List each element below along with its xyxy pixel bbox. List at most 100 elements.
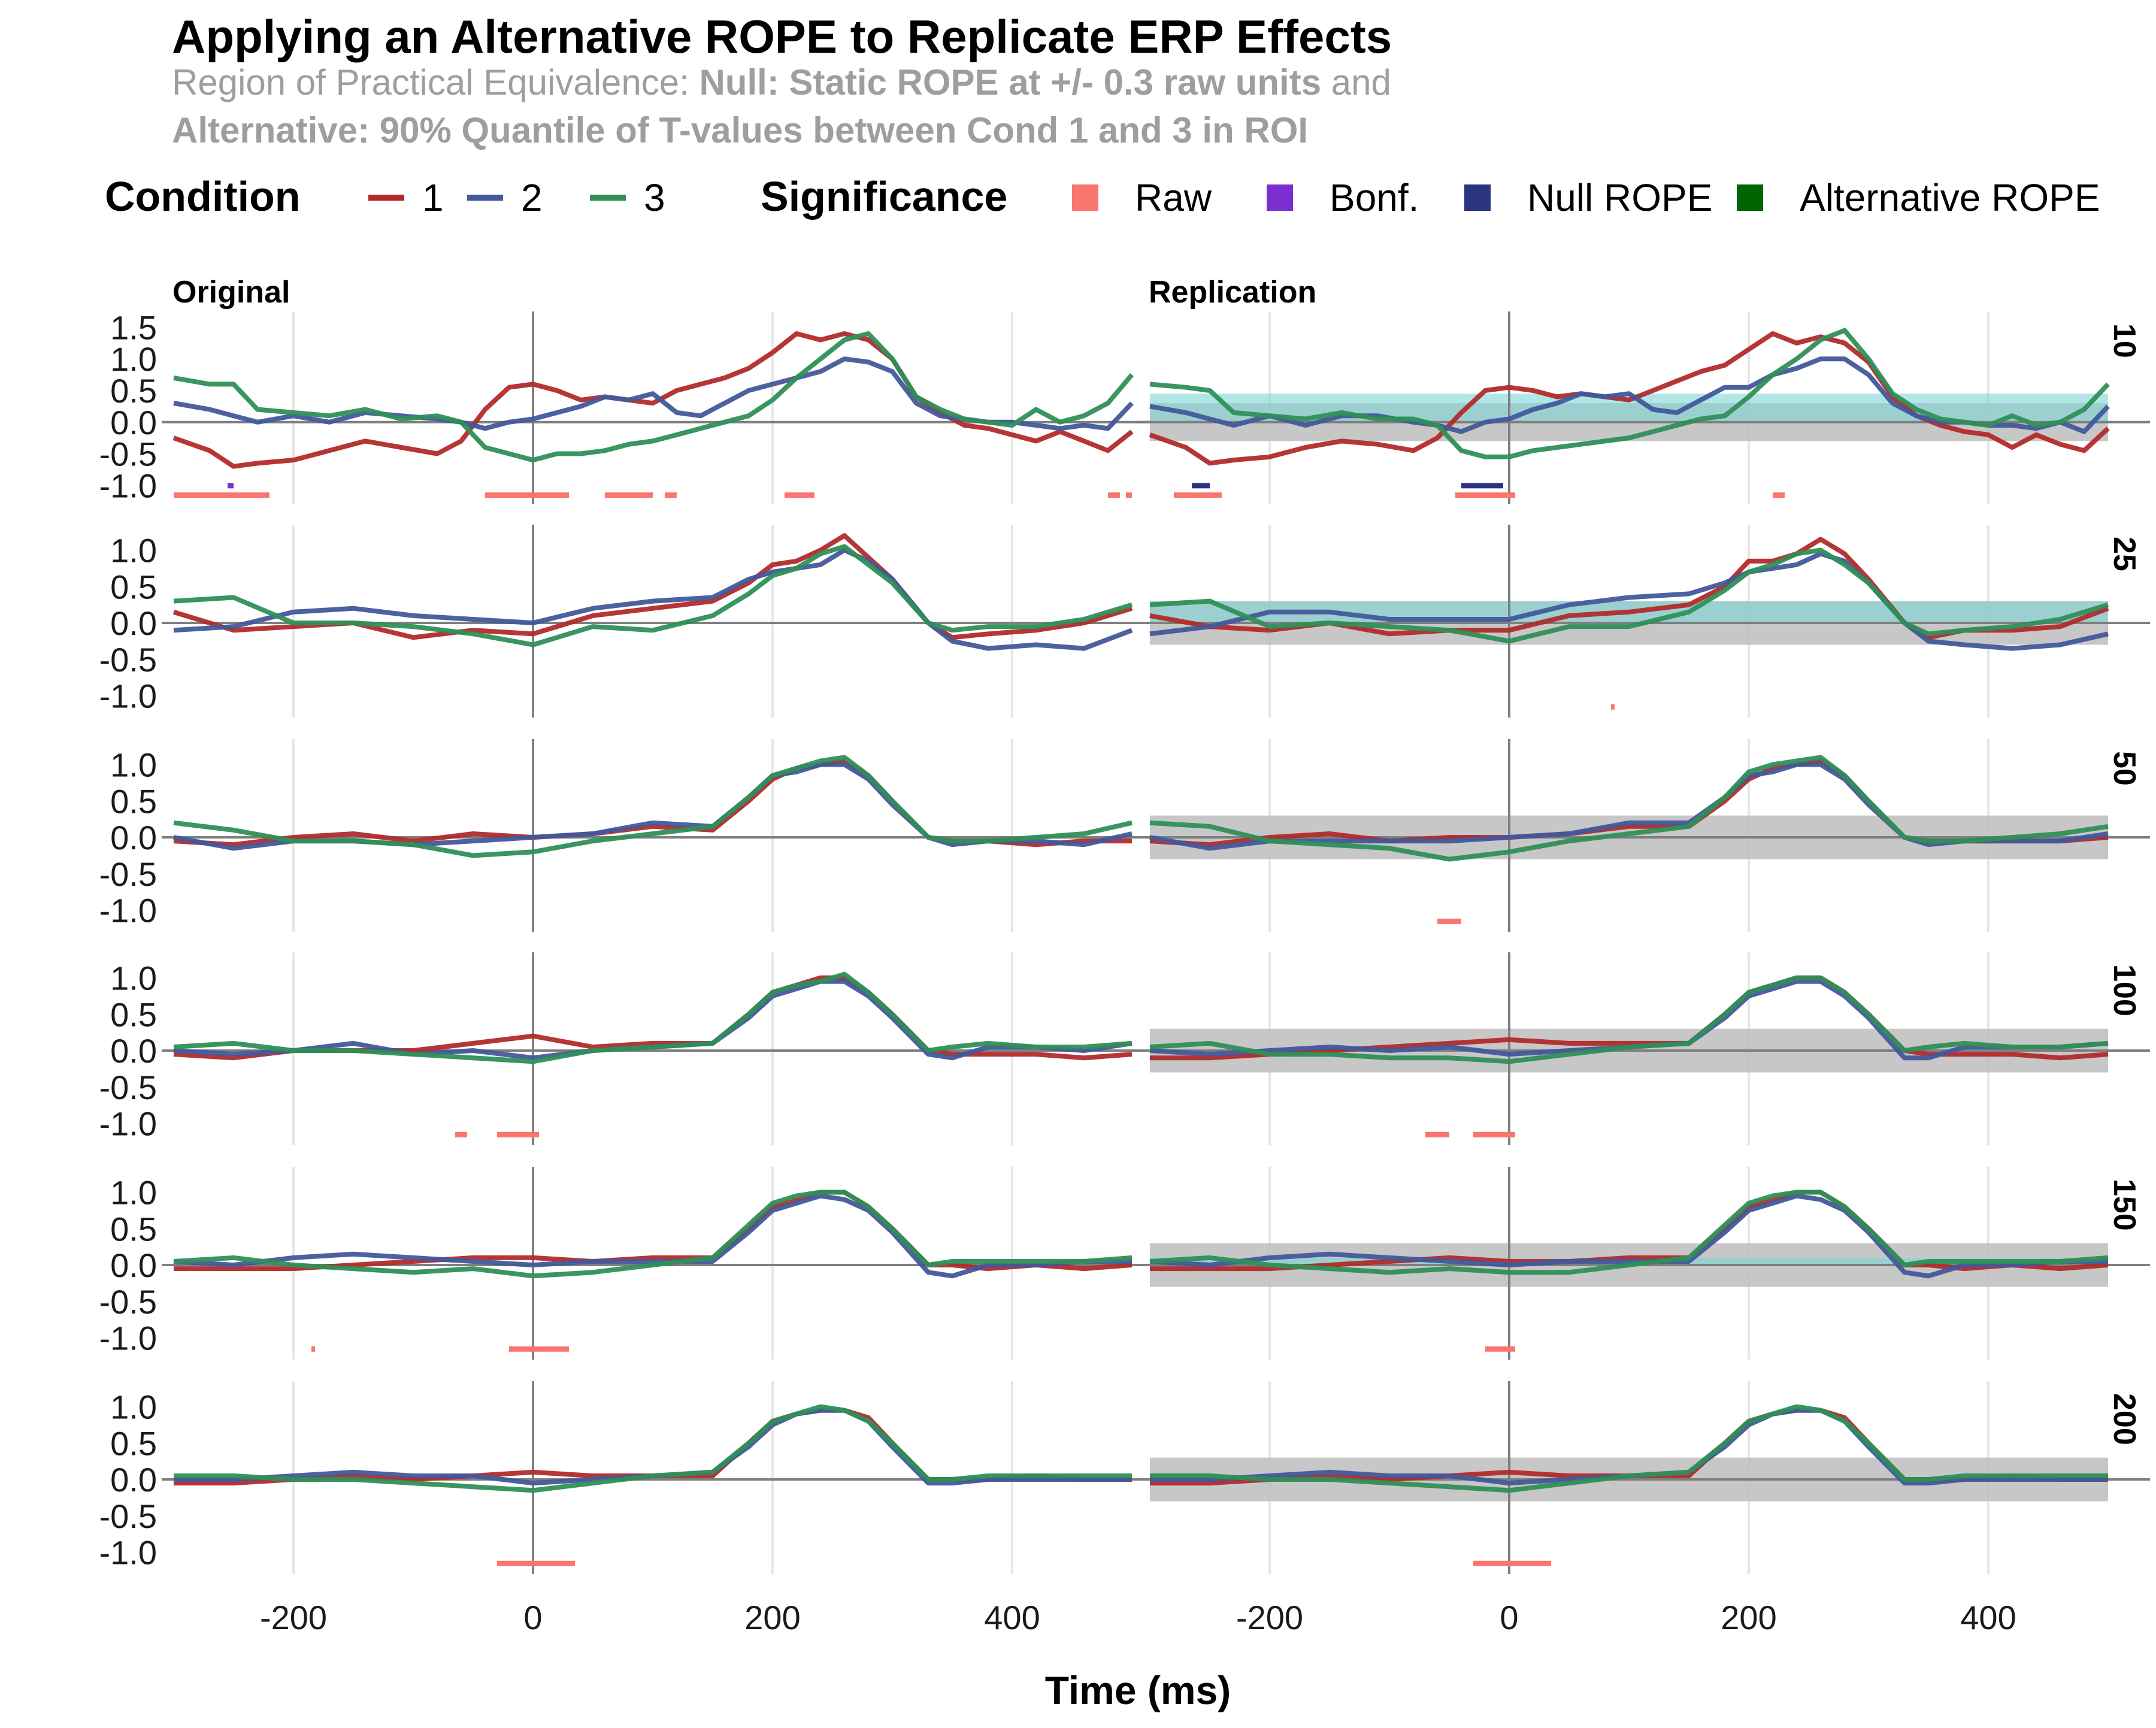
legend-condition-label: 1 [422, 176, 444, 219]
x-tick-label: 200 [744, 1599, 800, 1636]
facet-column-label: Original [172, 275, 290, 310]
y-tick-label: -0.5 [99, 855, 158, 893]
series-line-condition-2 [174, 1408, 1132, 1486]
panel-replication-150 [1138, 1167, 2150, 1360]
series-line-condition-3 [173, 1190, 1132, 1279]
series-line-condition-1 [1149, 331, 2110, 466]
raw-significance-marker [1174, 492, 1222, 498]
facet-row-label: 200 [2107, 1393, 2142, 1445]
facet-row-label: 10 [2107, 323, 2142, 358]
raw-significance-marker [485, 492, 569, 498]
legend-condition-title: Condition [105, 173, 301, 220]
subtitle-segment: and [1321, 62, 1391, 102]
series-line-condition-1 [172, 331, 1134, 469]
raw-significance-marker [311, 1346, 315, 1352]
raw-significance-marker [174, 492, 270, 498]
legend-condition-label: 3 [644, 176, 665, 219]
series-line-condition-3 [174, 1404, 1132, 1493]
subtitle-segment: Region of Practical Equivalence: [172, 62, 700, 102]
facet-row-label: 100 [2107, 964, 2142, 1016]
legend-significance-label: Null ROPE [1527, 176, 1712, 219]
x-tick-label: 400 [984, 1599, 1040, 1636]
panel-replication-25 [1138, 525, 2150, 718]
raw-significance-marker [665, 492, 677, 498]
panel-original-10 [162, 311, 1174, 504]
y-tick-label: -1.0 [99, 467, 158, 504]
series-line-condition-3 [173, 972, 1132, 1064]
series-line-condition-3 [173, 544, 1133, 647]
panel-replication-100 [1138, 952, 2150, 1145]
raw-significance-marker [497, 1560, 575, 1566]
legend-condition-label: 2 [521, 176, 543, 219]
series-line-condition-3 [173, 755, 1132, 858]
panel-replication-200 [1138, 1381, 2150, 1574]
series-line-condition-2 [173, 979, 1132, 1061]
series-line-condition-2 [1149, 1193, 2108, 1279]
raw-significance-marker [1773, 492, 1785, 498]
series-line-condition-3 [1149, 1190, 2109, 1275]
y-tick-label: 1.0 [110, 532, 157, 570]
panel-original-100 [162, 952, 1174, 1145]
bonf-significance-marker [1461, 483, 1503, 489]
y-tick-label: 0.5 [110, 995, 157, 1033]
raw-significance-marker [1473, 1131, 1515, 1137]
series-line-condition-1 [172, 533, 1133, 640]
chart-subtitle-line-2: Alternative: 90% Quantile of T-values be… [172, 110, 1308, 150]
y-tick-label: 1.0 [110, 960, 157, 997]
y-tick-label: 0.0 [110, 604, 157, 642]
legend: Condition 1 2 3 Significance Raw Bonf. Null ROP… [105, 173, 2100, 220]
y-tick-label: 0.0 [110, 1032, 157, 1070]
y-tick-label: 1.0 [110, 1174, 157, 1212]
panel-replication-50 [1138, 739, 2150, 932]
raw-significance-marker [1126, 492, 1132, 498]
series-line-condition-3 [1149, 975, 2109, 1064]
legend-significance-key [1464, 184, 1491, 211]
raw-significance-marker [1455, 492, 1515, 498]
y-tick-label: -0.5 [99, 1283, 158, 1321]
series-line-condition-3 [1149, 328, 2110, 459]
bonf-significance-marker [228, 483, 234, 489]
panels: Original Replication101.51.00.50.0-0.5-1.… [99, 275, 2150, 1636]
series-line-condition-3 [1149, 547, 2109, 644]
y-tick-label: -0.5 [99, 1069, 158, 1106]
y-tick-label: 0.5 [110, 568, 157, 606]
facet-row-label: 25 [2107, 537, 2142, 571]
y-tick-label: -1.0 [99, 892, 158, 930]
y-tick-label: 0.5 [110, 782, 157, 820]
x-tick-label: 0 [523, 1599, 542, 1636]
y-tick-label: 0.5 [110, 372, 157, 410]
y-tick-label: -1.0 [99, 1105, 158, 1143]
series-line-condition-1 [174, 1190, 1132, 1272]
y-tick-label: 1.0 [110, 746, 157, 784]
panel-replication-10 [1138, 311, 2150, 504]
y-tick-label: 0.0 [110, 819, 157, 857]
y-tick-label: 0.0 [110, 1246, 157, 1284]
series-line-condition-1 [1150, 1190, 2109, 1272]
panel-original-150 [162, 1167, 1174, 1360]
subtitle-segment: Null: Static ROPE at +/- 0.3 raw units [700, 62, 1322, 102]
x-axis-title: Time (ms) [1045, 1668, 1231, 1712]
raw-significance-marker [605, 492, 653, 498]
y-tick-label: -0.5 [99, 1497, 158, 1535]
raw-significance-marker [1485, 1346, 1515, 1352]
facet-row-label: 150 [2107, 1179, 2142, 1231]
raw-significance-marker [509, 1346, 569, 1352]
panel-original-200 [162, 1381, 1174, 1574]
x-tick-label: 0 [1500, 1599, 1518, 1636]
chart-subtitle-line-1: Region of Practical Equivalence: Null: S… [172, 62, 1391, 102]
raw-significance-marker [1108, 492, 1120, 498]
x-tick-label: -200 [260, 1599, 327, 1636]
raw-significance-marker [1611, 704, 1615, 710]
y-tick-label: 0.0 [110, 1461, 157, 1499]
y-tick-label: 1.5 [110, 308, 157, 346]
legend-significance-key [1267, 184, 1293, 211]
legend-significance-label: Bonf. [1330, 176, 1419, 219]
legend-significance-label: Raw [1135, 176, 1212, 219]
series-line-condition-3 [1149, 755, 2109, 862]
series-line-condition-2 [1149, 762, 2109, 851]
series-line-condition-2 [1150, 1408, 2108, 1486]
legend-significance-title: Significance [761, 173, 1007, 220]
y-tick-label: -1.0 [99, 1534, 158, 1572]
raw-significance-marker [455, 1131, 467, 1137]
